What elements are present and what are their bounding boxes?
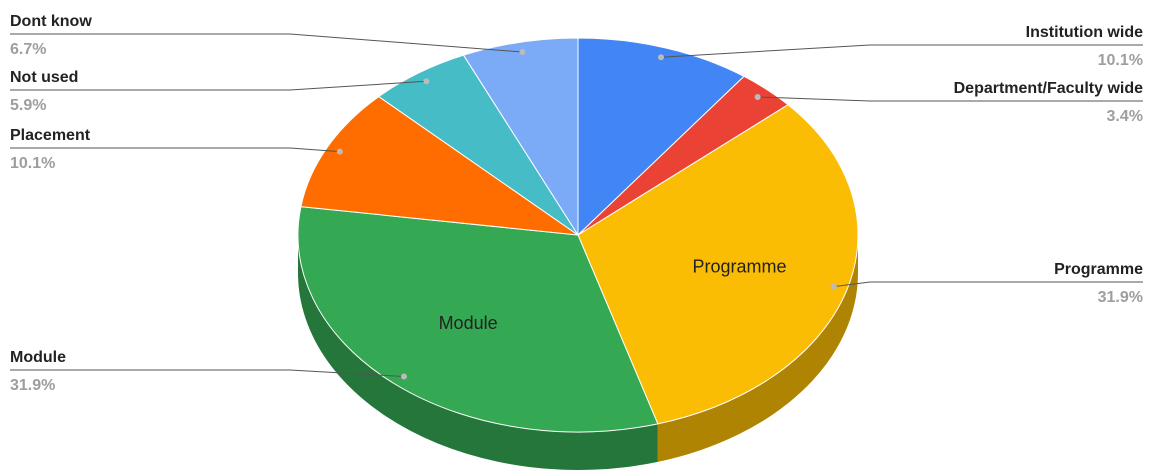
leader-dot — [423, 78, 430, 85]
leader-dot — [657, 54, 664, 61]
pie-side — [298, 235, 658, 470]
slice-name: Placement — [10, 127, 91, 144]
leader-dot — [336, 148, 343, 155]
leader-dot — [754, 93, 761, 100]
pie-side — [657, 235, 858, 462]
pie-slice — [577, 37, 745, 237]
pie-slice — [300, 95, 579, 236]
leader-line — [10, 369, 405, 378]
leader-line — [833, 281, 1143, 288]
leader-line — [10, 147, 340, 153]
leader-line — [660, 44, 1143, 58]
leader-dot — [830, 283, 837, 290]
slice-name: Module — [10, 349, 66, 366]
pie-slice — [577, 104, 859, 425]
slice-percent: 31.9% — [10, 377, 55, 394]
leader-dot — [400, 373, 407, 380]
leader-line — [10, 80, 427, 91]
leader-dot — [519, 48, 526, 55]
slice-name: Not used — [10, 69, 78, 86]
slice-percent: 10.1% — [1098, 52, 1143, 69]
slice-name: Dont know — [10, 13, 92, 30]
inner-label: Programme — [692, 256, 786, 276]
slice-percent: 31.9% — [1098, 289, 1143, 306]
pie-slice — [462, 37, 579, 237]
slice-percent: 3.4% — [1107, 108, 1143, 125]
leader-line — [757, 96, 1143, 102]
leader-line — [10, 33, 523, 53]
slice-name: Institution wide — [1026, 24, 1143, 41]
slice-percent: 10.1% — [10, 155, 55, 172]
slice-percent: 6.7% — [10, 41, 46, 58]
inner-label: Module — [439, 313, 498, 333]
slice-percent: 5.9% — [10, 97, 46, 114]
slice-name: Department/Faculty wide — [954, 80, 1143, 97]
slice-name: Programme — [1054, 261, 1143, 278]
